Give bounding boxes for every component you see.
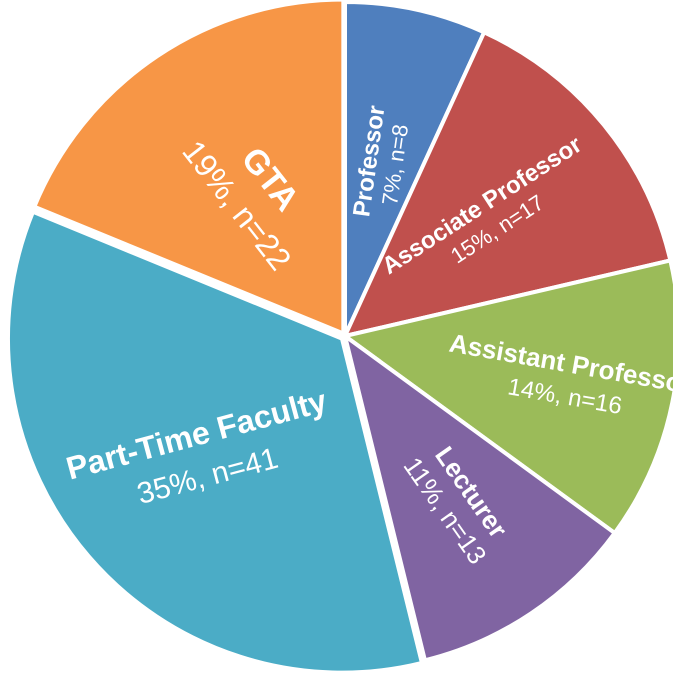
slice-associate-professor: [343, 30, 673, 338]
slice-lecturer: [343, 334, 617, 663]
slices-layer: [6, 0, 673, 675]
slice-assistant-professor: [343, 258, 673, 536]
slice-gta: [32, 0, 346, 336]
slice-professor: [343, 0, 487, 338]
